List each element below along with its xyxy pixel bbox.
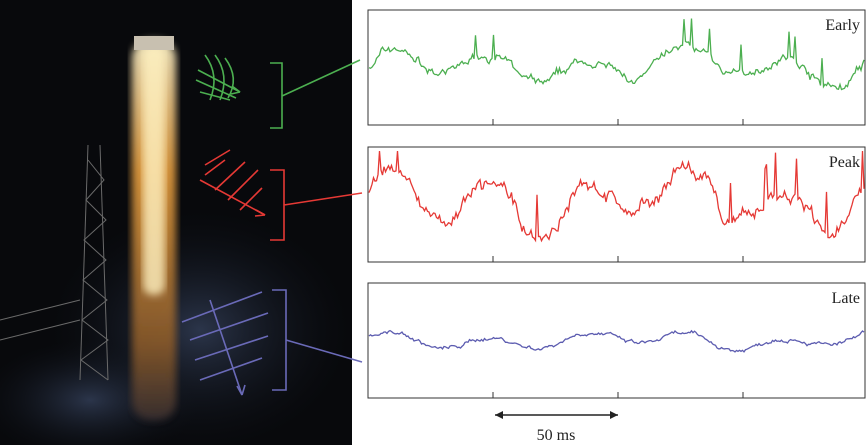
launch-photo: [0, 0, 352, 445]
panel-frame: [368, 10, 865, 125]
signal-panels: Early Peak Late: [368, 10, 865, 398]
scale-label: 50 ms: [537, 427, 576, 444]
panel-label: Late: [832, 290, 860, 307]
panel-label: Peak: [829, 154, 860, 171]
panel-frame: [368, 283, 865, 398]
scale-bar: 50 ms: [495, 411, 618, 444]
panel-label: Early: [825, 17, 860, 34]
figure: Early Peak Late 50 ms: [0, 0, 866, 445]
